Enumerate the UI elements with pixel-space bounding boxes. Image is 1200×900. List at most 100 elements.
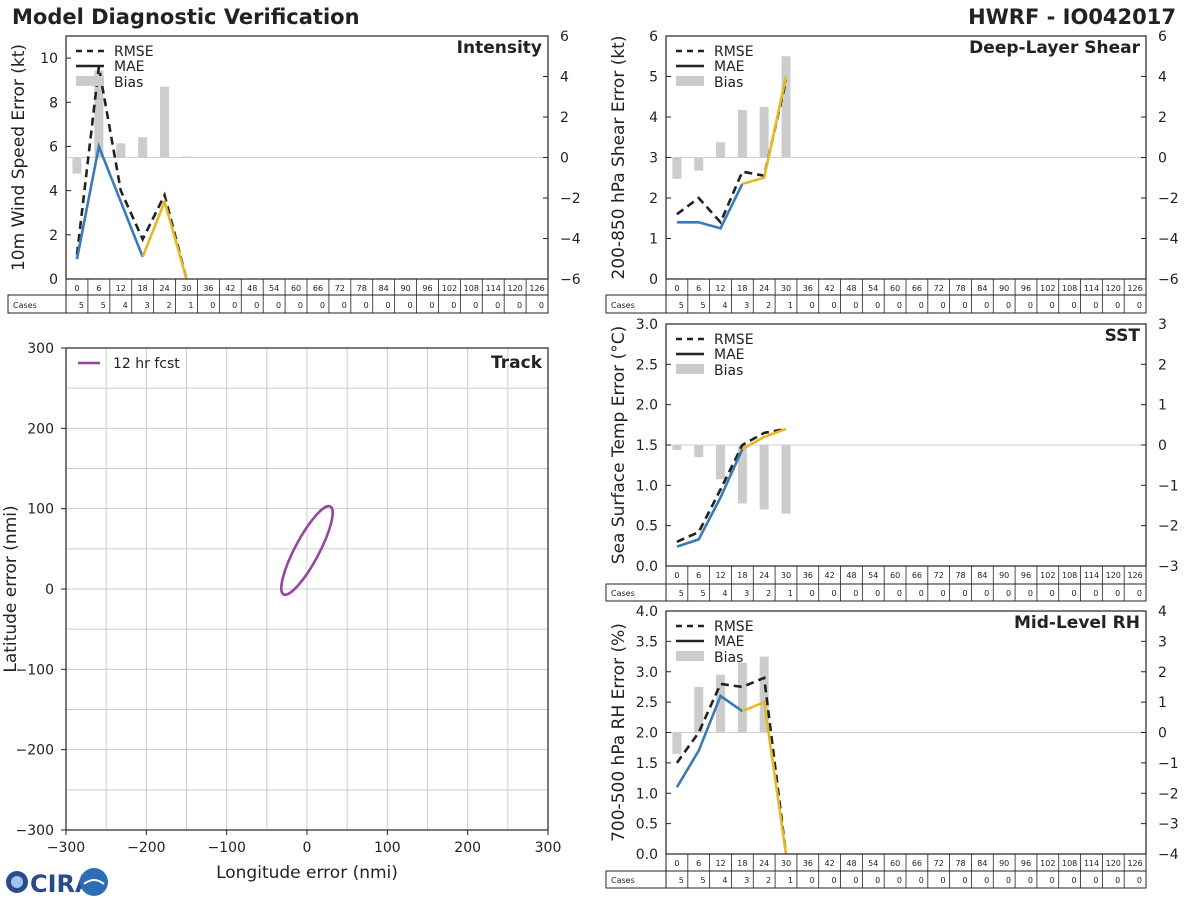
- shear-ytick-label: 3: [649, 151, 658, 167]
- sst-case-count: 0: [853, 589, 858, 598]
- intensity-leadtime-label: 102: [442, 284, 457, 293]
- sst-leadtime-label: 66: [912, 571, 922, 580]
- rh-leadtime-label: 84: [977, 859, 987, 868]
- rh-leadtime-label: 12: [715, 859, 725, 868]
- intensity-case-count: 1: [188, 301, 193, 310]
- sst-case-count: 5: [679, 589, 684, 598]
- sst-y2tick-label: 2: [1158, 357, 1167, 373]
- shear-ytick-label: 0: [649, 272, 658, 288]
- intensity-case-count: 0: [386, 301, 391, 310]
- shear-ytick-label: 4: [649, 110, 658, 126]
- intensity-case-count: 0: [364, 301, 369, 310]
- track-xtick-label: 0: [303, 840, 312, 856]
- sst-legend-rmse: RMSE: [714, 332, 754, 348]
- shear-case-count: 0: [875, 301, 880, 310]
- shear-case-count: 0: [962, 301, 967, 310]
- track-title: Track: [491, 353, 543, 373]
- sst-bias-bar: [694, 445, 704, 458]
- sst-leadtime-label: 78: [955, 571, 965, 580]
- shear-case-count: 0: [1071, 301, 1076, 310]
- intensity-y2tick-label: 0: [560, 151, 569, 167]
- sst-ytick-label: 1.5: [636, 438, 658, 454]
- rh-leadtime-label: 18: [737, 859, 747, 868]
- intensity-ytick-label: 6: [49, 139, 58, 155]
- intensity-leadtime-label: 72: [335, 284, 345, 293]
- intensity-case-count: 0: [210, 301, 215, 310]
- intensity-leadtime-label: 120: [507, 284, 522, 293]
- rh-ytick-label: 3.0: [636, 665, 658, 681]
- rh-ytick-label: 2.5: [636, 695, 658, 711]
- intensity-leadtime-label: 0: [74, 284, 79, 293]
- intensity-cases-row: [7, 294, 549, 314]
- rh-case-count: 0: [1050, 876, 1055, 885]
- intensity-bias-bar: [116, 143, 126, 158]
- rh-cases-label: Cases: [611, 876, 635, 885]
- rh-case-count: 0: [810, 876, 815, 885]
- sst-legend-bias: Bias: [714, 363, 743, 379]
- track-ytick-label: −100: [16, 662, 54, 678]
- shear-case-count: 0: [853, 301, 858, 310]
- intensity-case-count: 2: [166, 301, 171, 310]
- shear-leadtime-label: 0: [674, 284, 679, 293]
- sst-mae-line-early: [676, 448, 744, 548]
- track-ytick-label: −300: [16, 823, 54, 839]
- shear-leadtime-label: 78: [955, 284, 965, 293]
- track-12hr-ellipse: [280, 504, 334, 597]
- intensity-case-count: 0: [429, 301, 434, 310]
- sst-bias-bar: [781, 445, 791, 514]
- rh-leadtime-label: 102: [1040, 859, 1055, 868]
- sst-case-count: 0: [1093, 589, 1098, 598]
- sst-leadtime-label: 84: [977, 571, 987, 580]
- rh-leadtime-label: 60: [890, 859, 900, 868]
- sst-rmse-line: [676, 427, 787, 543]
- sst-bias-bar: [759, 445, 769, 510]
- shear-case-count: 5: [701, 301, 706, 310]
- sst-case-count: 4: [722, 589, 727, 598]
- intensity-case-count: 0: [539, 301, 544, 310]
- rh-leadtime-label: 30: [781, 859, 791, 868]
- sst-cases-row: [605, 583, 1147, 602]
- rh-leadtime-label: 78: [955, 859, 965, 868]
- sst-ytick-label: 1.0: [636, 478, 658, 494]
- rh-legend-rmse: RMSE: [714, 619, 754, 635]
- intensity-case-count: 0: [254, 301, 259, 310]
- rh-case-count: 0: [1071, 876, 1076, 885]
- shear-y2tick-label: 6: [1158, 29, 1167, 45]
- rh-mae-line-late: [741, 700, 788, 855]
- intensity-leadtime-label: 6: [96, 284, 101, 293]
- rh-leadtime-label: 66: [912, 859, 922, 868]
- track-ytick-label: 300: [27, 341, 54, 357]
- sst-cases-label: Cases: [611, 589, 635, 598]
- rh-mae-line-early: [675, 694, 744, 788]
- intensity-bias-bar: [182, 156, 191, 158]
- sst-bias-bar: [737, 445, 747, 504]
- sst-leadtime-label: 24: [759, 571, 769, 580]
- sst-ytick-label: 0.5: [636, 519, 658, 535]
- sst-ytick-label: 2.0: [636, 398, 658, 414]
- rh-y2tick-label: 2: [1158, 665, 1167, 681]
- track-xtick-label: −100: [207, 840, 245, 856]
- rh-y2tick-label: −3: [1158, 817, 1179, 833]
- sst-case-count: 0: [1006, 589, 1011, 598]
- rh-case-count: 0: [1006, 876, 1011, 885]
- shear-leadtime-label: 18: [737, 284, 747, 293]
- shear-mae-line-late: [742, 76, 788, 186]
- shear-case-count: 3: [744, 301, 749, 310]
- rh-ytick-label: 3.5: [636, 634, 658, 650]
- intensity-ytick-label: 0: [49, 272, 58, 288]
- sst-case-count: 0: [1115, 589, 1120, 598]
- shear-title: Deep-Layer Shear: [969, 38, 1140, 58]
- sst-case-count: 0: [831, 589, 836, 598]
- sst-y2tick-label: −3: [1158, 559, 1179, 575]
- sst-case-count: 0: [1050, 589, 1055, 598]
- rh-leadtime-label: 24: [759, 859, 769, 868]
- sst-ytick-label: 3.0: [636, 317, 658, 333]
- rh-case-count: 5: [679, 876, 684, 885]
- shear-y2tick-label: −2: [1158, 191, 1179, 207]
- shear-leadtime-label: 108: [1062, 284, 1077, 293]
- sst-leadtime-label: 126: [1127, 571, 1142, 580]
- intensity-case-count: 0: [232, 301, 237, 310]
- rh-y2tick-label: −2: [1158, 786, 1179, 802]
- sst-case-count: 2: [766, 589, 771, 598]
- intensity-y2tick-label: −6: [560, 272, 581, 288]
